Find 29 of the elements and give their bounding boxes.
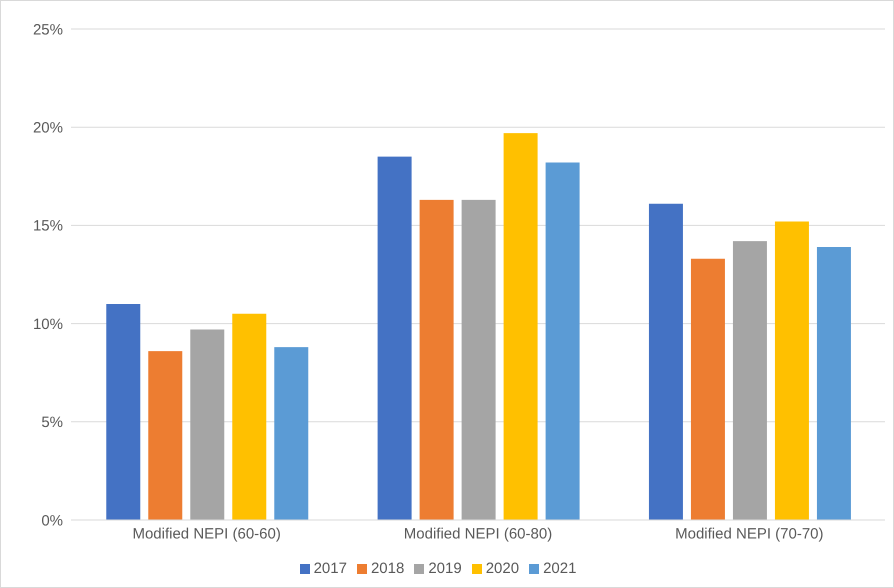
y-tick-label: 0% — [41, 512, 63, 530]
x-tick-label: Modified NEPI (60-80) — [404, 526, 552, 543]
y-tick-label: 25% — [32, 21, 63, 38]
bar — [148, 351, 182, 520]
bar — [546, 162, 580, 520]
legend-label: 2017 — [314, 560, 347, 577]
bar — [462, 200, 496, 520]
x-tick-label: Modified NEPI (60-60) — [132, 526, 281, 543]
y-tick-label: 10% — [32, 316, 63, 333]
y-tick-label: 20% — [32, 120, 63, 137]
bar — [232, 314, 266, 520]
bar — [106, 304, 140, 520]
bar — [816, 247, 851, 520]
bar — [774, 221, 809, 520]
legend-label: 2021 — [543, 560, 576, 577]
bar — [732, 241, 767, 520]
bar — [378, 156, 412, 520]
x-tick-label: Modified NEPI (70-70) — [675, 526, 824, 543]
legend-label: 2020 — [486, 560, 520, 577]
y-tick-label: 5% — [41, 414, 63, 432]
bar — [690, 258, 725, 520]
bar — [420, 200, 454, 520]
bar — [274, 347, 308, 520]
bar — [190, 329, 224, 520]
legend-label: 2019 — [428, 560, 462, 577]
bar — [504, 133, 538, 520]
legend-label: 2018 — [370, 560, 404, 577]
y-tick-label: 15% — [32, 218, 63, 235]
bar — [648, 204, 683, 520]
